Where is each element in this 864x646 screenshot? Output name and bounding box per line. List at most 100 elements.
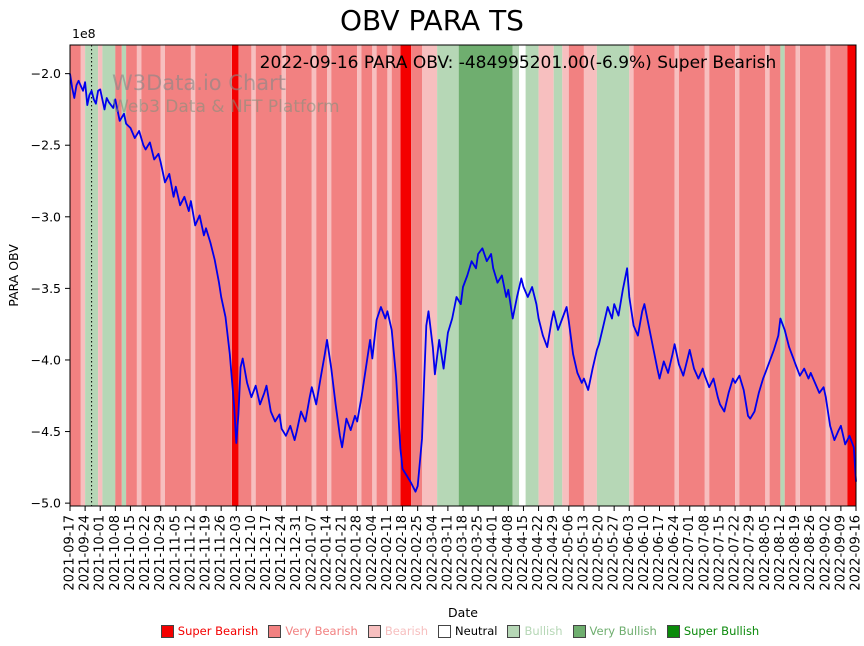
y-tick-label: −4.0	[31, 352, 61, 367]
x-tick-label: 2022-06-24	[667, 515, 682, 591]
legend-item: Very Bearish	[268, 624, 358, 638]
sentiment-band-bearish	[735, 45, 740, 506]
legend-label: Very Bearish	[285, 624, 358, 638]
sentiment-band-very_bearish	[165, 45, 191, 506]
x-tick-label: 2021-10-29	[153, 515, 168, 591]
sentiment-band-bullish	[525, 45, 539, 506]
sentiment-band-very_bearish	[391, 45, 401, 506]
legend-swatch-icon	[507, 624, 521, 638]
x-tick-label: 2022-03-18	[456, 515, 471, 591]
x-tick-label: 2022-04-29	[546, 515, 561, 591]
sentiment-band-very_bearish	[316, 45, 327, 506]
legend-swatch-icon	[666, 624, 680, 638]
sentiment-band-bearish	[765, 45, 770, 506]
sentiment-band-very_bearish	[361, 45, 373, 506]
legend-label: Bullish	[524, 624, 563, 638]
sentiment-band-bearish	[357, 45, 362, 506]
legend-item: Bearish	[367, 624, 429, 638]
sentiment-band-bearish	[80, 45, 86, 506]
x-tick-label: 2022-06-10	[637, 515, 652, 591]
sentiment-band-very_bearish	[115, 45, 122, 506]
y-tick-label: −3.5	[31, 281, 61, 296]
sentiment-band-very_bearish	[238, 45, 252, 506]
sentiment-band-bearish	[538, 45, 554, 506]
sentiment-band-very_bearish	[195, 45, 232, 506]
sentiment-band-bearish	[251, 45, 256, 506]
x-tick-label: 2022-01-07	[304, 515, 319, 591]
legend-swatch-icon	[160, 624, 174, 638]
sentiment-band-bearish	[190, 45, 196, 506]
legend-item: Neutral	[438, 624, 497, 638]
x-tick-label: 2021-10-15	[123, 515, 138, 591]
sentiment-band-bearish	[136, 45, 142, 506]
x-tick-label: 2022-08-26	[803, 515, 818, 591]
y-tick-label: −2.0	[31, 66, 61, 81]
sentiment-band-neutral	[519, 45, 526, 506]
sentiment-band-very_bearish	[709, 45, 736, 506]
y-axis-label: PARA OBV	[6, 244, 21, 307]
sentiment-band-super_bearish	[232, 45, 239, 506]
y-tick-label: −4.5	[31, 424, 61, 439]
x-tick-label: 2022-04-15	[516, 515, 531, 591]
legend-label: Very Bullish	[589, 624, 657, 638]
x-tick-label: 2022-07-29	[743, 515, 758, 591]
chart-subtitle: 2022-09-16 PARA OBV: -484995201.00(-6.9%…	[259, 53, 777, 73]
sentiment-band-bearish	[387, 45, 392, 506]
y-tick-label: −5.0	[31, 496, 61, 511]
x-tick-label: 2022-03-11	[440, 515, 455, 591]
sentiment-band-bearish	[372, 45, 377, 506]
x-tick-label: 2022-01-21	[335, 515, 350, 591]
legend: Super Bearish Very Bearish Bearish Neutral B…	[60, 620, 860, 642]
sentiment-band-bearish	[160, 45, 165, 506]
sentiment-band-bullish	[437, 45, 459, 506]
sentiment-band-very_bearish	[830, 45, 848, 506]
sentiment-band-bearish	[583, 45, 597, 506]
x-tick-label: 2022-03-25	[471, 515, 486, 591]
sentiment-band-bearish	[422, 45, 438, 506]
x-tick-label: 2022-09-16	[849, 515, 864, 591]
chart-title: OBV PARA TS	[340, 4, 524, 37]
sentiment-band-bearish	[98, 45, 103, 506]
sentiment-band-very_bearish	[769, 45, 781, 506]
x-tick-label: 2022-06-17	[652, 515, 667, 591]
legend-swatch-icon	[438, 624, 452, 638]
legend-item: Bullish	[507, 624, 563, 638]
legend-item: Very Bullish	[572, 624, 657, 638]
x-tick-label: 2022-07-08	[697, 515, 712, 591]
y-axis-offset-text: 1e8	[72, 26, 96, 41]
x-tick-label: 2022-09-02	[818, 515, 833, 591]
x-tick-label: 2021-11-19	[199, 515, 214, 591]
x-tick-label: 2022-01-14	[319, 515, 334, 591]
x-tick-label: 2021-12-24	[274, 515, 289, 591]
x-tick-label: 2022-02-25	[410, 515, 425, 591]
x-tick-label: 2021-11-12	[183, 515, 198, 591]
sentiment-band-bullish	[553, 45, 563, 506]
x-tick-label: 2021-11-05	[168, 515, 183, 591]
x-tick-label: 2022-02-18	[395, 515, 410, 591]
x-tick-label: 2022-05-27	[607, 515, 622, 591]
x-tick-label: 2022-02-04	[365, 515, 380, 591]
x-tick-label: 2022-07-01	[682, 515, 697, 591]
sentiment-band-bullish	[512, 45, 520, 506]
x-tick-label: 2022-07-22	[728, 515, 743, 591]
x-tick-label: 2022-04-22	[531, 515, 546, 591]
legend-label: Bearish	[384, 624, 429, 638]
y-tick-label: −3.0	[31, 209, 61, 224]
sentiment-band-very_bearish	[739, 45, 766, 506]
legend-label: Super Bearish	[177, 624, 259, 638]
sentiment-band-very_bearish	[678, 45, 705, 506]
x-tick-label: 2021-12-03	[229, 515, 244, 591]
sentiment-band-super_bearish	[400, 45, 412, 506]
x-tick-label: 2022-04-08	[501, 515, 516, 591]
sentiment-band-very_bearish	[70, 45, 81, 506]
legend-item: Super Bearish	[160, 624, 259, 638]
sentiment-band-bearish	[825, 45, 831, 506]
sentiment-band-bearish	[327, 45, 332, 506]
sentiment-band-bullish	[121, 45, 127, 506]
x-tick-label: 2022-04-01	[486, 515, 501, 591]
x-tick-label: 2021-12-17	[259, 515, 274, 591]
sentiment-band-super_bearish	[847, 45, 856, 506]
legend-label: Neutral	[455, 624, 498, 638]
x-tick-label: 2022-05-20	[592, 515, 607, 591]
